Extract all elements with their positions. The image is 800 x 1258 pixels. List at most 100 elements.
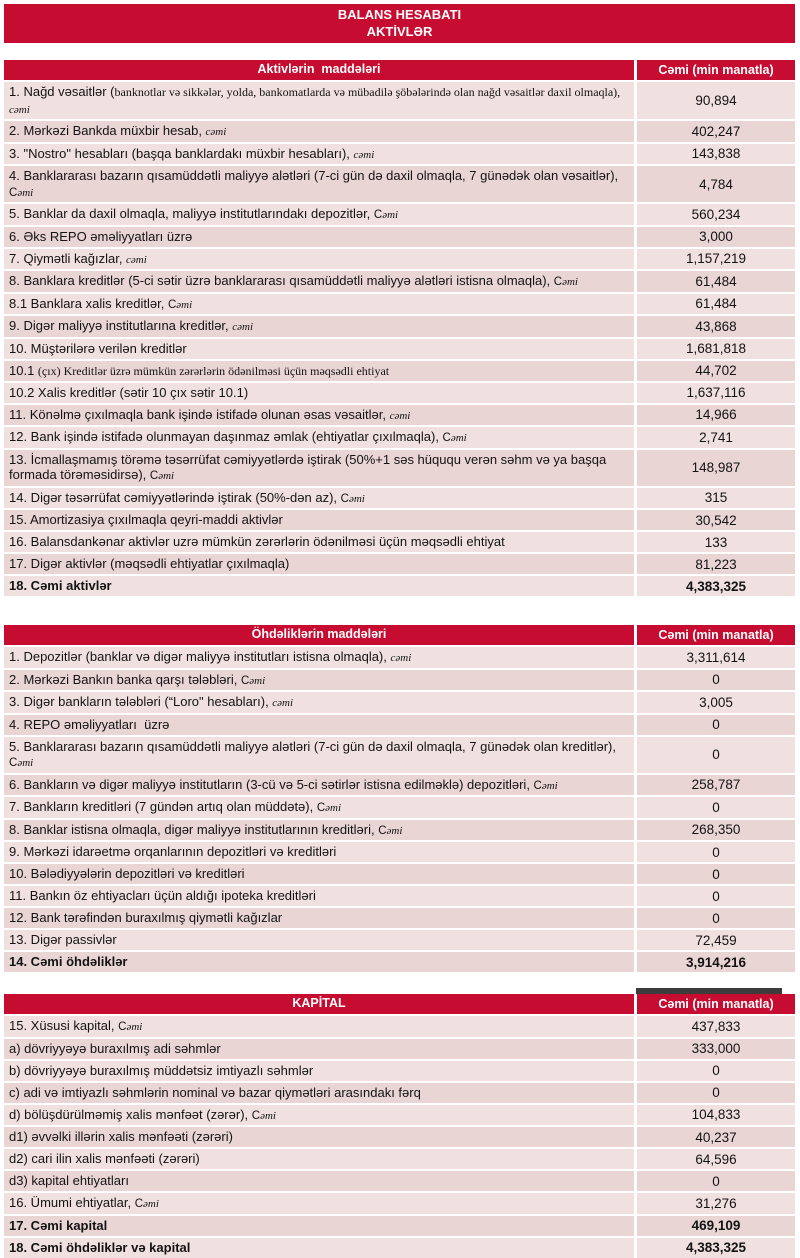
row-label-text: 14. Digər təsərrüfat cəmiyyətlərində işt… — [9, 489, 341, 505]
assets-table: Aktivlərin maddələri Cəmi (min manatla) 1.… — [4, 60, 795, 596]
table-row: 9. Digər maliyyə institutlarına kreditlə… — [4, 316, 795, 337]
row-value: 0 — [637, 1171, 795, 1191]
row-value: 1,637,116 — [637, 382, 795, 403]
table-row: 11. Bankın öz ehtiyacları üçün aldığı ip… — [4, 886, 795, 906]
row-label: 3. "Nostro" hesabları (başqa banklardakı… — [4, 143, 634, 164]
row-label-text: 18. Cəmi aktivlər — [9, 578, 112, 593]
row-suffix-capital: C — [240, 674, 250, 687]
spacer — [4, 598, 795, 625]
table-row: 4. Banklararası bazarın qısamüddətli mal… — [4, 166, 795, 202]
row-label: 7. Bankların kreditləri (7 gündən artıq … — [4, 797, 634, 818]
table-row: 9. Mərkəzi idarəetmə orqanlarının depozi… — [4, 842, 795, 862]
row-value: 0 — [637, 864, 795, 884]
row-label-text: 8. Banklara kreditlər (5-ci sətir üzrə b… — [9, 273, 554, 288]
row-label: 8. Banklara kreditlər (5-ci sətir üzrə b… — [4, 271, 634, 292]
table-row: 5. Banklar da daxil olmaqla, maliyyə ins… — [4, 204, 795, 225]
row-value: 40,237 — [637, 1127, 795, 1147]
row-value: 0 — [637, 908, 795, 928]
row-label: 8. Banklar istisna olmaqla, digər maliyy… — [4, 819, 634, 840]
row-value: 4,784 — [637, 166, 795, 202]
row-suffix-italic: əmi — [260, 1109, 276, 1122]
row-value: 30,542 — [637, 510, 795, 530]
row-value: 43,868 — [637, 316, 795, 337]
table-row: 8. Banklar istisna olmaqla, digər maliyy… — [4, 819, 795, 840]
table-header-label: Aktivlərin maddələri — [4, 60, 634, 80]
row-suffix-italic: əmi — [382, 209, 399, 221]
row-label-text: b) dövriyyəyə buraxılmış müddətsiz imtiy… — [9, 1062, 314, 1078]
row-label: 9. Mərkəzi idarəetmə orqanlarının depozi… — [4, 842, 634, 862]
table-row: 18. Cəmi öhdəliklər və kapital 4,383,325 — [4, 1237, 795, 1258]
table-header-amount: Cəmi (min manatla) — [637, 60, 795, 80]
row-suffix-italic: cəmi — [390, 652, 412, 664]
row-suffix-capital: C — [373, 209, 383, 221]
row-suffix-italic: əmi — [325, 802, 342, 814]
table-header-label: KAPİTAL — [4, 994, 634, 1014]
row-value: 315 — [637, 487, 795, 508]
row-suffix-italic: əmi — [562, 276, 578, 288]
row-value: 258,787 — [637, 774, 795, 795]
row-label-serif-text: banknotlar və sikkələr, yolda, bankomatl… — [114, 85, 624, 99]
row-label: 17. Digər aktivlər (məqsədli ehtiyatlar … — [4, 554, 634, 574]
spacer — [4, 43, 795, 60]
row-suffix-italic: əmi — [17, 757, 34, 769]
row-label-text: 6. Bankların və digər maliyyə institutla… — [9, 776, 534, 792]
row-suffix-italic: cəmi — [205, 126, 227, 138]
table-row: 15. Amortizasiya çıxılmaqla qeyri-maddi … — [4, 510, 795, 530]
row-value: 560,234 — [637, 204, 795, 225]
row-label: 18. Cəmi öhdəliklər və kapital — [4, 1237, 634, 1258]
row-label-text: 2. Mərkəzi Bankın banka qarşı tələbləri, — [9, 671, 241, 687]
row-suffix-italic: cəmi — [353, 148, 375, 161]
table-row: a) dövriyyəyə buraxılmış adi səhmlər 333,… — [4, 1038, 795, 1059]
row-label-text: 1. Depozitlər (banklar və digər maliyyə … — [9, 649, 391, 664]
table-row: 8.1 Banklara xalis kreditlər, Cəmi 61,484 — [4, 293, 795, 314]
strip-row — [4, 988, 795, 994]
row-value: 0 — [637, 669, 795, 690]
row-label-text: d3) kapital ehtiyatları — [9, 1173, 129, 1188]
table-row: 8. Banklara kreditlər (5-ci sətir üzrə b… — [4, 271, 795, 292]
table-row: 5. Banklararası bazarın qısamüddətli mal… — [4, 736, 795, 773]
table-row: b) dövriyyəyə buraxılmış müddətsiz imtiy… — [4, 1060, 795, 1081]
row-value: 0 — [637, 714, 795, 735]
table-row: 10.1 (çıx) Kreditlər üzrə mümkün zərərlə… — [4, 360, 795, 381]
row-suffix-italic: əmi — [126, 1021, 143, 1033]
row-label: 6. Əks REPO əməliyyatları üzrə — [4, 226, 634, 247]
table-row: 6. Bankların və digər maliyyə institutla… — [4, 774, 795, 795]
row-value: 4,383,325 — [637, 1237, 795, 1258]
row-suffix-italic: əmi — [541, 779, 558, 792]
row-label: 5. Banklar da daxil olmaqla, maliyyə ins… — [4, 204, 634, 225]
row-value: 333,000 — [637, 1038, 795, 1059]
row-label-text: 3. "Nostro" hesabları (başqa banklardakı… — [9, 145, 354, 161]
row-label: d1) əvvəlki illərin xalis mənfəəti (zərə… — [4, 1127, 634, 1147]
row-value: 268,350 — [637, 819, 795, 840]
row-label-text: 10.1 — [9, 362, 38, 378]
row-label: 1. Nağd vəsaitlər (banknotlar və sikkələ… — [4, 82, 634, 119]
report-title-line1: BALANS HESABATI — [337, 7, 462, 22]
row-label-text: 4. Banklararası bazarın qısamüddətli mal… — [9, 168, 622, 183]
row-label: a) dövriyyəyə buraxılmış adi səhmlər — [4, 1038, 634, 1059]
table-row: c) adi və imtiyazlı səhmlərin nominal və… — [4, 1082, 795, 1103]
row-value: 0 — [637, 1060, 795, 1081]
row-label-text: 7. Bankların kreditləri (7 gündən artıq … — [9, 799, 317, 814]
row-label-text: 2. Mərkəzi Bankda müxbir hesab, — [9, 123, 206, 138]
row-label-text: 3. Digər bankların tələbləri (“Loro" hes… — [9, 694, 273, 709]
row-label: 16. Ümumi ehtiyatlar, Cəmi — [4, 1193, 634, 1214]
table-header-label: Öhdəliklərin maddələri — [4, 625, 634, 645]
row-label-text: d1) əvvəlki illərin xalis mənfəəti (zərə… — [9, 1129, 233, 1144]
row-label-text: 4. REPO əməliyyatları üzrə — [9, 716, 170, 732]
row-label-text: 13. İcmallaşmamış törəmə təsərrüfat cəmi… — [9, 451, 610, 483]
row-label: 4. Banklararası bazarın qısamüddətli mal… — [4, 166, 634, 202]
row-value: 31,276 — [637, 1193, 795, 1214]
row-label-text: 5. Banklar da daxil olmaqla, maliyyə ins… — [9, 206, 374, 221]
row-value: 3,914,216 — [637, 952, 795, 972]
capital-table: KAPİTAL Cəmi (min manatla) 15. Xüsusi kapi… — [4, 988, 795, 1258]
row-suffix-capital: C — [134, 1198, 144, 1210]
report-title-line2: AKTİVLƏR — [366, 24, 433, 39]
row-label-text: 8.1 Banklara xalis kreditlər, — [9, 295, 168, 311]
row-label-text: a) dövriyyəyə buraxılmış adi səhmlər — [9, 1040, 221, 1056]
row-label: 16. Balansdankənar aktivlər uzrə mümkün … — [4, 532, 634, 552]
row-label-text: 18. Cəmi öhdəliklər və kapital — [9, 1239, 191, 1255]
table-row: 12. Bank tərəfindən buraxılmış qiymətli … — [4, 908, 795, 928]
table-row: 10.2 Xalis kreditlər (sətir 10 çıx sətir… — [4, 382, 795, 403]
table-row: 16. Ümumi ehtiyatlar, Cəmi 31,276 — [4, 1193, 795, 1214]
